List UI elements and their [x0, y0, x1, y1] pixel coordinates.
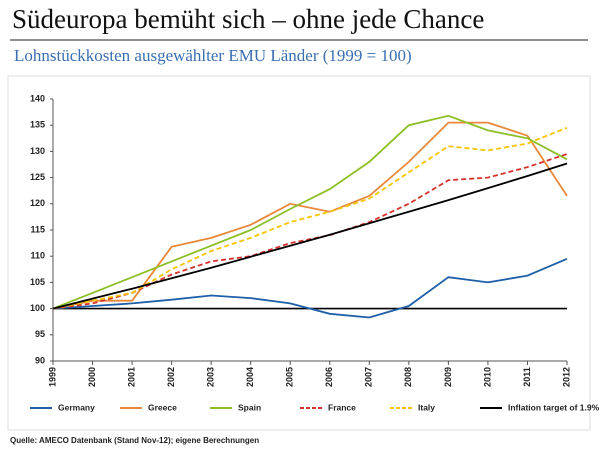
legend-label: Germany	[58, 402, 95, 412]
y-tick-label: 140	[30, 93, 45, 103]
x-tick-label: 2011	[522, 367, 532, 387]
x-tick-label: 1999	[47, 367, 57, 387]
y-tick-label: 130	[30, 146, 45, 156]
legend-label: Italy	[418, 402, 435, 412]
y-tick-label: 135	[30, 120, 45, 130]
x-tick-label: 2008	[403, 367, 413, 387]
x-tick-label: 2003	[206, 367, 216, 387]
y-tick-label: 105	[30, 277, 45, 287]
chart-title: Südeuropa bemüht sich – ohne jede Chance	[12, 4, 484, 34]
chart-subtitle: Lohnstückkosten ausgewählter EMU Länder …	[14, 46, 412, 65]
x-tick-label: 2002	[166, 367, 176, 387]
y-tick-label: 95	[35, 329, 45, 339]
y-tick-label: 120	[30, 198, 45, 208]
x-tick-label: 2007	[364, 367, 374, 387]
y-tick-label: 115	[30, 224, 45, 234]
legend-label: Inflation target of 1.9%	[508, 402, 600, 412]
y-tick-label: 110	[30, 251, 45, 261]
y-tick-label: 125	[30, 172, 45, 182]
x-tick-label: 2006	[324, 367, 334, 387]
series-line	[52, 114, 568, 310]
x-tick-label: 2009	[443, 367, 453, 387]
series-line	[52, 121, 568, 310]
chart-frame	[7, 75, 591, 431]
series-line	[52, 257, 568, 319]
series-line	[52, 162, 568, 310]
legend-label: France	[328, 402, 356, 412]
legend-label: Greece	[148, 402, 177, 412]
y-tick-label: 100	[30, 303, 45, 313]
y-tick-label: 90	[35, 355, 45, 365]
x-tick-label: 2000	[87, 367, 97, 387]
x-tick-label: 2001	[126, 367, 136, 387]
legend-label: Spain	[238, 402, 261, 412]
source: Quelle: AMECO Datenbank (Stand Nov-12); …	[10, 436, 259, 445]
series-line	[52, 153, 568, 310]
series-line	[52, 126, 568, 310]
x-tick-label: 2005	[285, 367, 295, 387]
x-tick-label: 2004	[245, 367, 255, 387]
x-tick-label: 2010	[482, 367, 492, 387]
x-tick-label: 2012	[561, 367, 571, 387]
